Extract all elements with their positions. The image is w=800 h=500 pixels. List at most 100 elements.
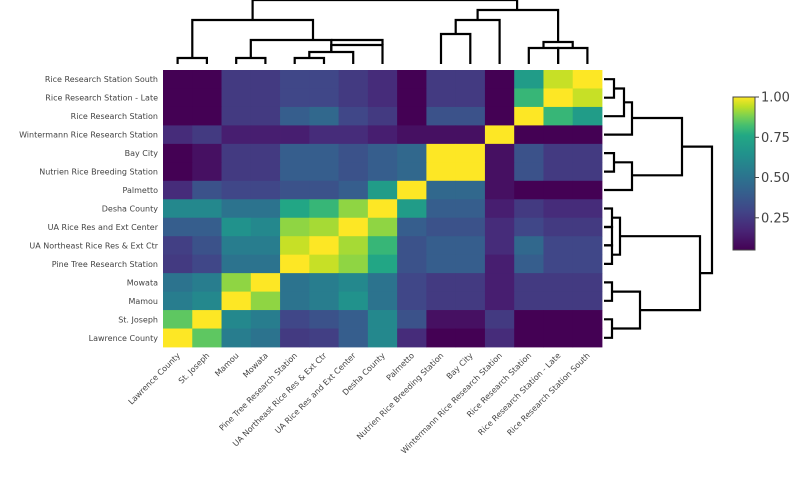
cell-rice-research-station-late-x-ua-northeast-rice-res-and-ext-ctr <box>309 88 339 108</box>
cell-pine-tree-research-station-x-pine-tree-research-station <box>280 254 310 274</box>
cell-wintermann-rice-research-station-x-mowata <box>250 125 281 145</box>
cell-ua-northeast-rice-res-and-ext-ctr-x-desha-county <box>367 236 398 256</box>
cell-nutrien-rice-breeding-station-x-wintermann-rice-research-station <box>484 162 515 182</box>
cell-mowata-x-lawrence-county <box>163 273 193 292</box>
cell-rice-research-station-south-x-rice-research-station-south <box>572 70 603 89</box>
cell-st-joseph-x-rice-research-station-south <box>572 310 603 329</box>
cell-mamou-x-nutrien-rice-breeding-station <box>426 291 457 311</box>
cell-lawrence-county-x-pine-tree-research-station <box>280 328 310 348</box>
cell-pine-tree-research-station-x-ua-rice-res-and-ext-center <box>338 254 369 274</box>
cell-mamou-x-st-joseph <box>192 291 222 311</box>
cell-rice-research-station-south-x-mamou <box>221 70 252 89</box>
top-dendrogram-link-10 <box>527 46 560 64</box>
cell-ua-rice-res-and-ext-center-x-ua-northeast-rice-res-and-ext-ctr <box>309 217 339 237</box>
cell-bay-city-x-rice-research-station-south <box>572 143 603 163</box>
cell-palmetto-x-ua-northeast-rice-res-and-ext-ctr <box>309 180 339 200</box>
right-dendrogram-link-3 <box>604 161 634 192</box>
right-dendrogram-link-11 <box>604 318 614 339</box>
top-dendrogram-link-9 <box>454 18 501 64</box>
cell-bay-city-x-bay-city <box>455 143 486 163</box>
cell-rice-research-station-late-x-wintermann-rice-research-station <box>484 88 515 108</box>
cell-bay-city-x-nutrien-rice-breeding-station <box>426 143 457 163</box>
cell-mamou-x-pine-tree-research-station <box>280 291 310 311</box>
cell-ua-northeast-rice-res-and-ext-ctr-x-mamou <box>221 236 252 256</box>
cell-mowata-x-rice-research-station-late <box>543 273 574 292</box>
cell-lawrence-county-x-mamou <box>221 328 252 348</box>
cell-ua-rice-res-and-ext-center-x-mamou <box>221 217 252 237</box>
right-dendrogram <box>604 78 714 339</box>
cell-palmetto-x-palmetto <box>397 180 427 200</box>
cell-mowata-x-mamou <box>221 273 252 292</box>
top-dendrogram-link-11 <box>557 46 589 64</box>
cell-rice-research-station-late-x-rice-research-station-late <box>543 88 574 108</box>
cell-mamou-x-rice-research-station-south <box>572 291 603 311</box>
cell-ua-rice-res-and-ext-center-x-rice-research-station-south <box>572 217 603 237</box>
cell-ua-northeast-rice-res-and-ext-ctr-x-pine-tree-research-station <box>280 236 310 256</box>
cell-palmetto-x-mowata <box>250 180 281 200</box>
cell-rice-research-station-south-x-rice-research-station <box>514 70 544 89</box>
cell-bay-city-x-st-joseph <box>192 143 222 163</box>
cell-bay-city-x-wintermann-rice-research-station <box>484 143 515 163</box>
cell-mamou-x-rice-research-station <box>514 291 544 311</box>
top-dendrogram-link-13 <box>476 8 560 42</box>
colorbar-tick-label-3: 1.00 <box>761 91 790 106</box>
cell-wintermann-rice-research-station-x-rice-research-station-late <box>543 125 574 145</box>
cell-ua-rice-res-and-ext-center-x-wintermann-rice-research-station <box>484 217 515 237</box>
top-dendrogram-link-2 <box>235 56 267 64</box>
cell-rice-research-station-x-rice-research-station-late <box>543 106 574 126</box>
cell-wintermann-rice-research-station-x-wintermann-rice-research-station <box>484 125 515 145</box>
cell-rice-research-station-x-mamou <box>221 106 252 126</box>
cell-rice-research-station-late-x-lawrence-county <box>163 88 193 108</box>
colorbar-gradient <box>732 96 756 251</box>
cell-st-joseph-x-mowata <box>250 310 281 329</box>
cell-rice-research-station-late-x-pine-tree-research-station <box>280 88 310 108</box>
cell-st-joseph-x-mamou <box>221 310 252 329</box>
cell-pine-tree-research-station-x-wintermann-rice-research-station <box>484 254 515 274</box>
cell-pine-tree-research-station-x-nutrien-rice-breeding-station <box>426 254 457 274</box>
cell-pine-tree-research-station-x-st-joseph <box>192 254 222 274</box>
cell-nutrien-rice-breeding-station-x-palmetto <box>397 162 427 182</box>
cell-wintermann-rice-research-station-x-rice-research-station-south <box>572 125 603 145</box>
cell-ua-northeast-rice-res-and-ext-ctr-x-rice-research-station-late <box>543 236 574 256</box>
cell-ua-northeast-rice-res-and-ext-ctr-x-bay-city <box>455 236 486 256</box>
cell-wintermann-rice-research-station-x-mamou <box>221 125 252 145</box>
top-dendrogram-link-6 <box>176 56 208 64</box>
cell-ua-northeast-rice-res-and-ext-ctr-x-nutrien-rice-breeding-station <box>426 236 457 256</box>
cell-nutrien-rice-breeding-station-x-rice-research-station-late <box>543 162 574 182</box>
cell-st-joseph-x-wintermann-rice-research-station <box>484 310 515 329</box>
cell-ua-northeast-rice-res-and-ext-ctr-x-mowata <box>250 236 281 256</box>
right-dendrogram-link-2 <box>604 152 616 173</box>
cell-rice-research-station-late-x-palmetto <box>397 88 427 108</box>
cell-st-joseph-x-rice-research-station-late <box>543 310 574 329</box>
cell-ua-rice-res-and-ext-center-x-rice-research-station-late <box>543 217 574 237</box>
cell-desha-county-x-rice-research-station-south <box>572 199 603 219</box>
cell-st-joseph-x-st-joseph <box>192 310 222 329</box>
top-dendrogram-link-5 <box>331 38 384 45</box>
cell-nutrien-rice-breeding-station-x-st-joseph <box>192 162 222 182</box>
cell-pine-tree-research-station-x-ua-northeast-rice-res-and-ext-ctr <box>309 254 339 274</box>
cell-pine-tree-research-station-x-rice-research-station <box>514 254 544 274</box>
cell-lawrence-county-x-bay-city <box>455 328 486 348</box>
cell-desha-county-x-st-joseph <box>192 199 222 219</box>
cell-nutrien-rice-breeding-station-x-mowata <box>250 162 281 182</box>
cell-wintermann-rice-research-station-x-pine-tree-research-station <box>280 125 310 145</box>
cell-desha-county-x-ua-rice-res-and-ext-center <box>338 199 369 219</box>
cell-rice-research-station-south-x-nutrien-rice-breeding-station <box>426 70 457 89</box>
cell-rice-research-station-x-bay-city <box>455 106 486 126</box>
cell-mowata-x-mowata <box>250 273 281 292</box>
cell-mamou-x-rice-research-station-late <box>543 291 574 311</box>
colorbar-tick-label-1: 0.50 <box>761 171 790 186</box>
cell-lawrence-county-x-wintermann-rice-research-station <box>484 328 515 348</box>
cell-st-joseph-x-lawrence-county <box>163 310 193 329</box>
cell-rice-research-station-x-pine-tree-research-station <box>280 106 310 126</box>
cell-nutrien-rice-breeding-station-x-ua-rice-res-and-ext-center <box>338 162 369 182</box>
cell-ua-northeast-rice-res-and-ext-ctr-x-lawrence-county <box>163 236 193 256</box>
cell-ua-northeast-rice-res-and-ext-ctr-x-ua-rice-res-and-ext-center <box>338 236 369 256</box>
right-dendrogram-link-6 <box>604 207 614 229</box>
cell-desha-county-x-wintermann-rice-research-station <box>484 199 515 219</box>
cell-desha-county-x-lawrence-county <box>163 199 193 219</box>
cell-wintermann-rice-research-station-x-rice-research-station <box>514 125 544 145</box>
cell-rice-research-station-south-x-rice-research-station-late <box>543 70 574 89</box>
cell-palmetto-x-mamou <box>221 180 252 200</box>
